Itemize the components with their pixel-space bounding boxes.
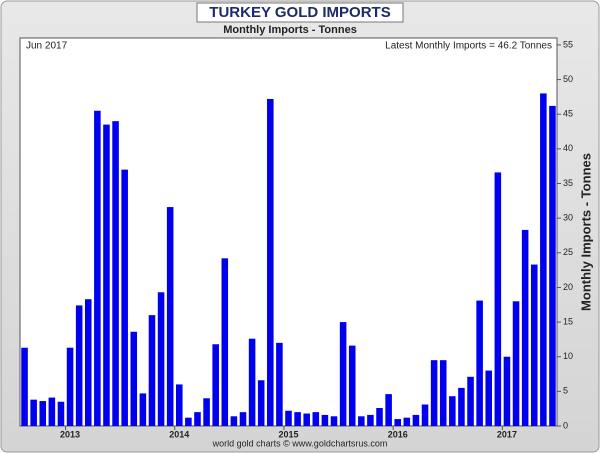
y-tick-label: 25 bbox=[563, 247, 573, 257]
bar bbox=[494, 172, 502, 426]
bar bbox=[421, 404, 429, 426]
bar bbox=[203, 398, 210, 426]
bar bbox=[139, 393, 147, 426]
bar bbox=[166, 207, 174, 426]
bar bbox=[294, 412, 301, 426]
bar bbox=[540, 93, 547, 426]
y-tick-label: 30 bbox=[563, 213, 573, 223]
annotation: Latest Monthly Imports = 46.2 Tonnes bbox=[385, 41, 552, 52]
chart-subtitle: Monthly Imports - Tonnes bbox=[223, 24, 357, 36]
bar bbox=[130, 331, 138, 426]
bar bbox=[449, 396, 456, 426]
bar bbox=[476, 300, 483, 426]
bar bbox=[285, 410, 292, 426]
bar bbox=[194, 412, 201, 426]
chart-title: TURKEY GOLD IMPORTS bbox=[209, 4, 390, 21]
bar bbox=[530, 264, 538, 426]
bar bbox=[458, 387, 465, 426]
bar bbox=[248, 338, 256, 426]
bar bbox=[75, 305, 83, 426]
y-tick-label: 20 bbox=[563, 282, 573, 292]
bar bbox=[176, 384, 183, 426]
bar bbox=[84, 299, 92, 426]
y-tick-label: 40 bbox=[563, 143, 573, 153]
y-tick-label: 0 bbox=[563, 420, 568, 430]
bar bbox=[30, 399, 37, 426]
title-box bbox=[196, 2, 404, 23]
bar bbox=[385, 394, 392, 426]
bar bbox=[267, 98, 274, 426]
bar bbox=[549, 105, 556, 427]
bar bbox=[321, 414, 329, 426]
bar bbox=[121, 169, 128, 426]
bar bbox=[467, 376, 474, 426]
bar bbox=[276, 342, 283, 426]
bar bbox=[39, 401, 47, 426]
bar bbox=[439, 360, 447, 426]
y-tick-label: 35 bbox=[563, 178, 573, 188]
bar bbox=[148, 315, 156, 426]
bar bbox=[48, 397, 56, 426]
bar bbox=[157, 292, 165, 426]
x-tick-label: 2014 bbox=[169, 429, 189, 439]
bar bbox=[239, 412, 247, 426]
y-tick-label: 45 bbox=[563, 109, 573, 119]
y-axis-label: Monthly Imports - Tonnes bbox=[578, 153, 593, 311]
bar bbox=[257, 380, 265, 426]
bar bbox=[112, 121, 119, 427]
bar bbox=[503, 356, 511, 426]
bar bbox=[312, 412, 320, 426]
bar bbox=[512, 301, 520, 426]
x-tick-label: 2016 bbox=[388, 429, 408, 439]
y-tick-label: 55 bbox=[563, 39, 573, 49]
bar bbox=[485, 370, 493, 426]
y-tick-label: 10 bbox=[563, 351, 573, 361]
bar bbox=[430, 360, 438, 426]
bar bbox=[367, 414, 374, 426]
y-tick-label: 5 bbox=[563, 386, 568, 396]
bar bbox=[521, 229, 529, 426]
bar bbox=[412, 414, 420, 426]
bar bbox=[221, 258, 229, 426]
bar bbox=[21, 347, 28, 426]
bar bbox=[376, 407, 383, 426]
y-tick-label: 15 bbox=[563, 316, 573, 326]
x-tick-label: 2015 bbox=[278, 429, 298, 439]
date-label: Jun 2017 bbox=[26, 41, 68, 52]
y-tick-label: 50 bbox=[563, 74, 573, 84]
bar bbox=[94, 110, 101, 426]
footer: world gold charts © www.goldchartsrus.co… bbox=[212, 438, 388, 448]
bar bbox=[303, 413, 310, 426]
bar bbox=[330, 416, 338, 426]
x-tick-label: 2017 bbox=[497, 429, 517, 439]
bar bbox=[57, 401, 65, 426]
bar bbox=[103, 124, 110, 426]
bar bbox=[185, 417, 192, 426]
bar bbox=[358, 416, 365, 426]
bar bbox=[212, 344, 219, 426]
bar bbox=[339, 322, 347, 426]
bar bbox=[66, 347, 74, 426]
bar bbox=[348, 345, 356, 426]
bar bbox=[403, 417, 411, 426]
bar bbox=[394, 419, 401, 426]
x-tick-label: 2013 bbox=[60, 429, 80, 439]
bar bbox=[230, 416, 238, 426]
